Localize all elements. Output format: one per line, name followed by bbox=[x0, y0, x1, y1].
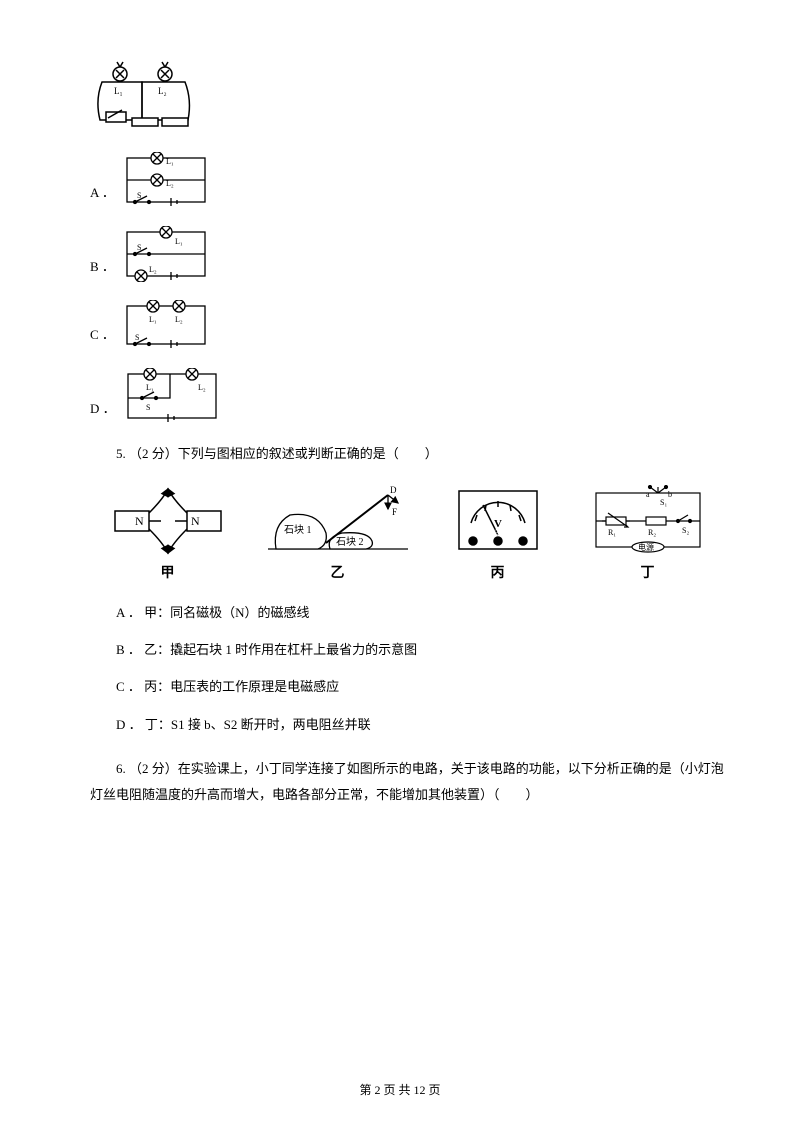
q5-label-bing: 丙 bbox=[453, 561, 543, 586]
svg-text:S₁: S₁ bbox=[660, 498, 667, 507]
option-label-d: D ． bbox=[90, 397, 116, 424]
q4-option-d: D ． L₁ L₂ S bbox=[90, 368, 730, 424]
q4-option-a: A ． L₁ L₂ S bbox=[90, 152, 730, 208]
svg-text:L₂: L₂ bbox=[166, 179, 174, 188]
svg-text:3: 3 bbox=[495, 528, 499, 537]
svg-text:R₁: R₁ bbox=[608, 528, 616, 537]
svg-text:−: − bbox=[470, 527, 475, 537]
q5-image-ding: a b S₁ S₂ R₁ R₂ 电源 丁 bbox=[588, 485, 708, 586]
option-label-a: A ． bbox=[90, 181, 115, 208]
q6-stem: 6. （2 分）在实验课上，小丁同学连接了如图所示的电路，关于该电路的功能，以下… bbox=[90, 756, 730, 808]
svg-text:电源: 电源 bbox=[638, 542, 654, 552]
q5-option-b: B ． 乙：撬起石块 1 时作用在杠杆上最省力的示意图 bbox=[116, 638, 730, 661]
svg-text:b: b bbox=[668, 490, 672, 499]
circuit-b-icon: L₁ L₂ S bbox=[121, 226, 211, 282]
svg-text:L₁: L₁ bbox=[149, 315, 157, 324]
svg-text:N: N bbox=[135, 514, 144, 528]
q5-option-d: D ． 丁：S1 接 b、S2 断开时，两电阻丝并联 bbox=[116, 713, 730, 736]
option-label-c: C ． bbox=[90, 323, 115, 350]
q5-stem: 5. （2 分）下列与图相应的叙述或判断正确的是（ ） bbox=[90, 442, 730, 465]
svg-text:石块 2: 石块 2 bbox=[336, 536, 364, 548]
svg-text:L₂: L₂ bbox=[175, 315, 183, 324]
q5-option-c: C ． 丙：电压表的工作原理是电磁感应 bbox=[116, 675, 730, 698]
q5-label-jia: 甲 bbox=[113, 561, 223, 586]
svg-text:L₁: L₁ bbox=[166, 157, 174, 166]
svg-text:S: S bbox=[146, 403, 150, 412]
label-l1: L₁ bbox=[114, 86, 123, 96]
label-l2: L₂ bbox=[158, 86, 167, 96]
svg-text:a: a bbox=[646, 490, 650, 499]
option-label-b: B ． bbox=[90, 255, 115, 282]
circuit-a-icon: L₁ L₂ S bbox=[121, 152, 211, 208]
q5-option-a: A ． 甲：同名磁极（N）的磁感线 bbox=[116, 601, 730, 624]
q5-image-bing: V − 3 15 丙 bbox=[453, 485, 543, 586]
svg-text:石块 1: 石块 1 bbox=[284, 524, 312, 536]
q5-images-row: N N 甲 石块 1 石块 2 D F 乙 bbox=[90, 485, 730, 586]
svg-text:S₂: S₂ bbox=[682, 526, 689, 535]
q4-option-b: B ． L₁ L₂ S bbox=[90, 226, 730, 282]
q5-label-yi: 乙 bbox=[268, 561, 408, 586]
svg-text:L₁: L₁ bbox=[175, 237, 183, 246]
q4-main-circuit: L₁ L₂ bbox=[90, 60, 730, 132]
q5-label-ding: 丁 bbox=[588, 561, 708, 586]
svg-text:S: S bbox=[137, 243, 141, 252]
circuit-d-icon: L₁ L₂ S bbox=[122, 368, 222, 424]
svg-text:S: S bbox=[137, 191, 141, 200]
svg-text:F: F bbox=[392, 507, 397, 517]
q5-image-yi: 石块 1 石块 2 D F 乙 bbox=[268, 485, 408, 586]
circuit-c-icon: L₁ L₂ S bbox=[121, 300, 211, 350]
q5-image-jia: N N 甲 bbox=[113, 485, 223, 586]
svg-text:15: 15 bbox=[517, 529, 525, 537]
page-footer: 第 2 页 共 12 页 bbox=[0, 1080, 800, 1102]
svg-text:L₁: L₁ bbox=[146, 383, 154, 392]
svg-text:L₂: L₂ bbox=[149, 265, 157, 274]
svg-text:D: D bbox=[390, 485, 397, 495]
svg-text:R₂: R₂ bbox=[648, 528, 656, 537]
q4-option-c: C ． L₁ L₂ S bbox=[90, 300, 730, 350]
svg-text:N: N bbox=[191, 514, 200, 528]
svg-text:S: S bbox=[135, 333, 139, 342]
svg-text:L₂: L₂ bbox=[198, 383, 206, 392]
